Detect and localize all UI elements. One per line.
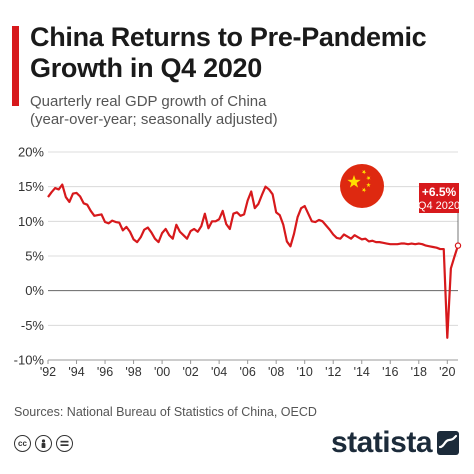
gdp-line-chart: -10%-5%0%5%10%15%20% '92'94'96'98'00'02 '… — [14, 145, 462, 379]
sources-note: Sources: National Bureau of Statistics o… — [14, 405, 317, 419]
x-tick-label: '92 — [40, 365, 56, 379]
x-tick-label: '08 — [268, 365, 284, 379]
y-tick-label: -10% — [14, 353, 45, 368]
title-line-1: China Returns to Pre-Pandemic — [30, 22, 427, 52]
x-tick-label: '20 — [439, 365, 455, 379]
title-accent-bar — [12, 26, 19, 106]
y-tick-label: 20% — [18, 145, 44, 160]
x-tick-label: '00 — [154, 365, 170, 379]
annotation-period: Q4 2020 — [418, 200, 460, 212]
x-tick-label: '94 — [68, 365, 84, 379]
y-tick-label: 5% — [25, 249, 44, 264]
brand-name: statista — [330, 426, 433, 459]
flag-star — [361, 187, 367, 193]
subtitle-line-1: Quarterly real GDP growth of China — [30, 93, 267, 110]
x-tick-label: '14 — [354, 365, 370, 379]
china-flag-icon — [340, 164, 384, 208]
license-icons: cc — [14, 435, 73, 452]
statista-logo[interactable]: statista — [331, 426, 460, 460]
x-tick-label: '04 — [211, 365, 227, 379]
flag-star — [347, 175, 361, 188]
x-tick-label: '18 — [411, 365, 427, 379]
y-tick-label: -5% — [21, 318, 45, 333]
annotation-value: +6.5% — [422, 185, 457, 199]
chart-title: China Returns to Pre-Pandemic Growth in … — [30, 22, 460, 84]
x-tick-label: '16 — [382, 365, 398, 379]
flag-star — [361, 169, 367, 175]
by-icon[interactable] — [35, 435, 52, 452]
x-tick-label: '02 — [182, 365, 198, 379]
series-layer — [47, 183, 460, 339]
y-tick-label: 15% — [18, 179, 44, 194]
annotation-layer: +6.5%Q4 2020 — [418, 183, 462, 249]
x-tick-label: '98 — [125, 365, 141, 379]
statista-wave-icon — [437, 431, 459, 455]
cc-icon[interactable]: cc — [14, 435, 31, 452]
chart-grid — [48, 151, 458, 361]
y-axis: -10% -5% 0% 5% 10% 15% 20% — [14, 145, 45, 368]
annotation-box — [419, 183, 459, 213]
x-tick-label: '10 — [297, 365, 313, 379]
subtitle-line-2: (year-over-year; seasonally adjusted) — [30, 111, 278, 128]
series-line-0 — [47, 183, 460, 339]
chart-subtitle: Quarterly real GDP growth of China (year… — [30, 93, 460, 129]
x-tick-label: '06 — [240, 365, 256, 379]
flag-circle — [340, 164, 384, 208]
flag-star — [366, 182, 371, 187]
x-axis: '92 '94 '96 '98 '00 '02 '04 '06 '08 '10 '12 '14 '16 '… — [40, 359, 458, 379]
title-line-2: Growth in Q4 2020 — [30, 53, 262, 83]
y-tick-label: 10% — [18, 214, 44, 229]
nd-icon[interactable] — [56, 435, 73, 452]
x-tick-label: '12 — [325, 365, 341, 379]
x-tick-label: '96 — [97, 365, 113, 379]
annotation-point — [454, 242, 462, 249]
y-tick-label: 0% — [25, 283, 44, 298]
flag-star — [366, 175, 371, 181]
